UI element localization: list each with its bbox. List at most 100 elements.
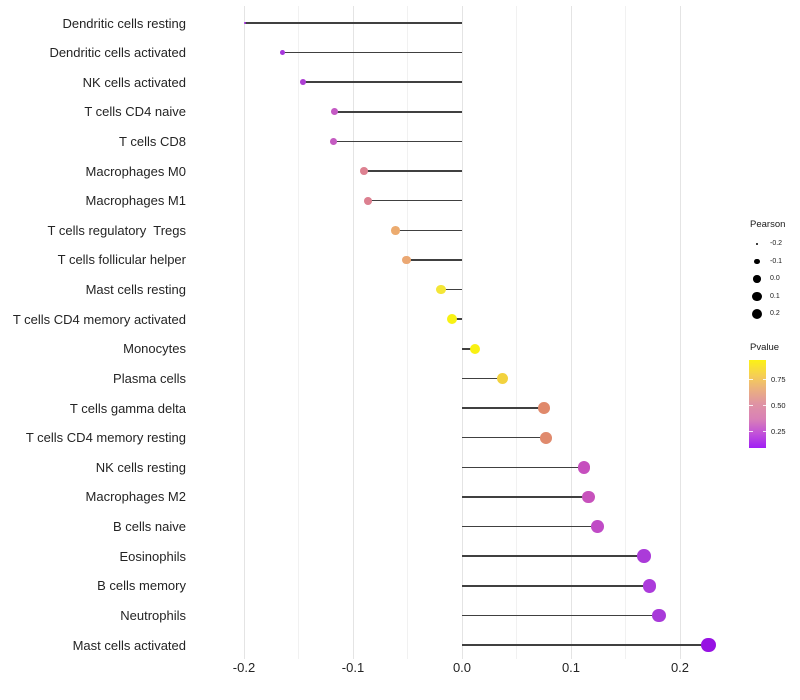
lollipop-dot [364,196,373,205]
lollipop-dot [300,79,306,86]
lollipop-dot [642,578,657,593]
lollipop-line [363,170,462,172]
category-label: Dendritic cells resting [62,15,186,31]
category-label: T cells CD4 memory resting [25,430,186,446]
gridline-minor [625,6,626,659]
size-legend-label: 0.1 [770,292,780,300]
lollipop-line [462,614,660,617]
x-tick-label: -0.2 [232,660,256,675]
lollipop-line [452,318,462,320]
category-label: Monocytes [123,341,186,357]
gridline-major [352,6,354,659]
colorbar-label: 0.75 [771,374,786,384]
lollipop-line [334,111,462,113]
category-label: T cells follicular helper [57,252,186,268]
lollipop-line [462,466,585,469]
lollipop-dot [469,343,481,355]
size-legend-label: 0.2 [770,309,780,317]
colorbar-tick [749,431,753,432]
lollipop-dot [537,402,550,414]
category-label: Macrophages M1 [85,193,186,209]
category-label: Macrophages M0 [85,163,186,179]
x-tick-label: 0.0 [452,660,472,675]
size-legend-label: -0.2 [770,240,783,248]
gridline-major [461,6,463,659]
category-label: T cells CD4 memory activated [12,311,186,327]
lollipop-line [333,140,462,143]
lollipop-line [395,229,462,232]
lollipop-line [462,525,598,528]
category-label: NK cells resting [95,459,186,475]
lollipop-line [462,407,544,409]
category-label: B cells memory [97,578,186,594]
category-label: T cells gamma delta [69,400,186,416]
size-legend-dot [751,308,763,320]
lollipop-dot [329,138,337,145]
gridline-minor [516,6,517,659]
lollipop-dot [540,431,552,444]
lollipop-dot [391,226,400,235]
gridline-major [570,6,572,659]
lollipop-line [462,555,645,557]
gridline-major [243,6,245,659]
category-label: Plasma cells [113,370,186,386]
category-label: NK cells activated [82,74,186,90]
category-label: Mast cells resting [85,282,186,298]
size-legend-label: -0.1 [770,257,783,265]
lollipop-dot [436,284,447,295]
size-legend-dot [754,258,760,265]
x-tick-label: -0.1 [341,660,365,675]
size-legend-dot [756,243,758,246]
lollipop-dot [331,108,338,116]
size-legend-label: 0.0 [770,275,780,283]
lollipop-line [302,81,462,83]
category-label: T cells regulatory Tregs [47,222,186,238]
lollipop-line [245,22,462,24]
category-label: Dendritic cells activated [49,45,186,61]
colorbar-label: 0.25 [771,426,786,436]
lollipop-line [462,585,650,587]
colorbar-tick [762,379,766,380]
x-tick-label: 0.2 [670,660,690,675]
lollipop-line [406,259,462,261]
lollipop-dot [701,637,716,653]
lollipop-dot [577,461,591,474]
category-label: Mast cells activated [72,637,186,653]
category-label: Neutrophils [120,607,186,623]
colorbar-label: 0.50 [771,400,786,410]
colorbar-tick [749,405,753,406]
lollipop-line [462,496,589,498]
gridline-major [679,6,681,659]
lollipop-dot [652,608,667,623]
gridline-minor [407,6,408,659]
size-legend-title: Pearson [750,219,786,230]
colorbar-gradient [749,360,766,448]
lollipop-dot [401,255,411,265]
colorbar-tick [749,379,753,380]
lollipop-line [462,436,546,439]
lollipop-line [441,288,462,291]
category-label: T cells CD8 [119,133,186,149]
size-legend-dot [753,275,761,283]
colorbar-tick [762,431,766,432]
size-legend-dot [752,291,762,302]
gridline-minor [298,6,299,659]
color-legend-title: Pvalue [750,342,780,353]
lollipop-dot [360,167,368,175]
lollipop-line [282,51,462,54]
lollipop-line [462,644,709,646]
size-legend: Pearson -0.2 -0.1 0.0 0.1 0.2 [745,219,800,329]
lollipop-line [462,348,476,350]
category-label: Macrophages M2 [85,489,186,505]
lollipop-dot [447,314,458,325]
lollipop-dot [243,21,247,25]
lollipop-dot [496,372,508,384]
lollipop-line [462,377,503,380]
colorbar-tick [762,405,766,406]
lollipop-dot [279,50,285,55]
color-legend: Pvalue 0.75 0.50 0.25 [745,342,800,457]
lollipop-dot [637,549,651,563]
category-label: Eosinophils [119,548,187,564]
category-label: T cells CD4 naive [84,104,186,120]
